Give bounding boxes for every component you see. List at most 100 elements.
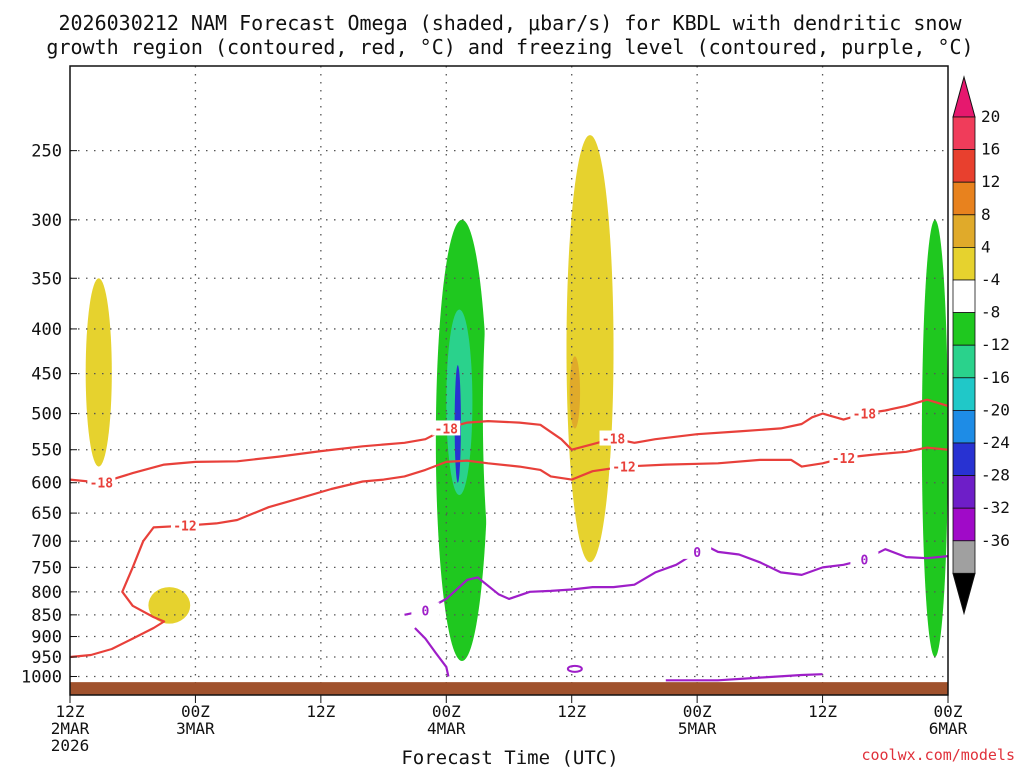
x-tick-label: 4MAR [427, 719, 466, 738]
y-tick-label: 450 [31, 365, 62, 385]
y-tick-label: 950 [31, 648, 62, 668]
y-tick-label: 400 [31, 320, 62, 340]
colorbar-label: -16 [981, 368, 1010, 387]
dgz-contour-minus12-label-bg [829, 449, 858, 465]
x-tick-label: 12Z [56, 702, 85, 721]
omega-region [874, 507, 896, 633]
chart-title-line1: 2026030212 NAM Forecast Omega (shaded, μ… [58, 11, 962, 35]
omega-region [566, 135, 614, 563]
colorbar-label: 4 [981, 237, 991, 256]
freezing-level-loop [566, 664, 583, 673]
colorbar: 20 16 12 8 4 -4 -8 -12 -16 -20 -24 -28 -32 -36 [952, 75, 1010, 616]
omega-region [569, 356, 581, 429]
plot-frame [69, 65, 949, 696]
colorbar-label: -12 [981, 335, 1010, 354]
y-tick-label: 600 [31, 474, 62, 494]
y-tick-label: 650 [31, 504, 62, 524]
y-tick-label: 500 [31, 405, 62, 425]
y-tick-label: 850 [31, 606, 62, 626]
colorbar-label: 16 [981, 140, 1000, 159]
colorbar-label: -32 [981, 498, 1010, 517]
colorbar-segment [952, 279, 976, 313]
freezing-level-contour-label-bg [850, 551, 879, 567]
x-tick-label: 2026 [51, 736, 90, 755]
colorbar-segment [952, 475, 976, 509]
x-tick-label: 12Z [808, 702, 837, 721]
x-tick-label: 00Z [181, 702, 210, 721]
plot-area: -18 -18 -18 -18 -12 -12 -12 0 0 0 [69, 66, 949, 695]
colorbar-segment [952, 507, 976, 542]
colorbar-segment [952, 116, 976, 150]
freezing-level-contour-label: 0 [421, 604, 429, 619]
colorbar-label: -8 [981, 303, 1000, 322]
y-tick-label: 300 [31, 211, 62, 231]
dgz-contour-minus12-label-bg [170, 517, 199, 533]
x-tick-label: 6MAR [929, 719, 968, 738]
colorbar-label: 12 [981, 172, 1000, 191]
y-tick-label: 350 [31, 269, 62, 289]
dgz-contour-minus18-label: -18 [435, 422, 459, 437]
x-tick-label: 5MAR [678, 719, 717, 738]
dgz-contour-minus12-label: -12 [173, 520, 196, 535]
y-axis: 2503003504004505005506006507007508008509… [21, 142, 77, 687]
colorbar-segment [952, 344, 976, 379]
dgz-contour-minus12-label-bg [609, 458, 638, 474]
dgz-contour-minus18-label: -18 [602, 433, 626, 448]
colorbar-label: -24 [981, 433, 1010, 452]
colorbar-top-arrow [952, 75, 976, 118]
y-tick-label: 1000 [21, 667, 62, 687]
dgz-contour-minus12-label: -12 [832, 452, 855, 467]
x-tick-label: 12Z [557, 702, 586, 721]
dgz-contour-minus18-label: -18 [853, 408, 877, 423]
omega-region [482, 165, 551, 662]
colorbar-label: 8 [981, 205, 991, 224]
colorbar-segment [952, 181, 976, 216]
colorbar-segment [952, 540, 976, 574]
y-tick-label: 800 [31, 583, 62, 603]
dgz-contour-minus18 [69, 398, 949, 484]
freezing-level-contour-label: 0 [693, 546, 701, 561]
freezing-level-contour-label-bg [683, 543, 712, 559]
colorbar-segment [952, 442, 976, 476]
colorbar-segment [952, 312, 976, 346]
omega-region [796, 219, 818, 374]
x-axis-label: Forecast Time (UTC) [401, 747, 618, 768]
colorbar-label: -20 [981, 400, 1010, 419]
freezing-level-surface [665, 673, 823, 682]
dgz-contour-minus18-label-bg [432, 420, 461, 436]
omega-region [85, 278, 112, 467]
omega-region [373, 562, 426, 669]
colorbar-segment [952, 214, 976, 248]
colorbar-label: -36 [981, 531, 1010, 550]
colorbar-label: -28 [981, 466, 1010, 485]
dgz-contour-minus18-label-bg [87, 474, 116, 490]
y-tick-label: 750 [31, 558, 62, 578]
omega-region [817, 562, 826, 624]
freezing-level-contour-label-bg [411, 602, 440, 618]
x-tick-label: 12Z [306, 702, 335, 721]
colorbar-segment [952, 377, 976, 411]
x-tick-label: 00Z [683, 702, 712, 721]
x-tick-label: 3MAR [176, 719, 215, 738]
colorbar-bottom-arrow [952, 572, 976, 616]
y-tick-label: 700 [31, 532, 62, 552]
colorbar-segment [952, 409, 976, 444]
freezing-level-inner [414, 627, 450, 677]
colorbar-segment [952, 149, 976, 183]
freezing-level-contour-label: 0 [860, 554, 868, 569]
dgz-contour-minus12 [69, 446, 949, 659]
dgz-contour-minus18-label: -18 [90, 477, 114, 492]
y-tick-label: 550 [31, 441, 62, 461]
omega-region [921, 219, 948, 658]
credit-text: coolwx.com/models [861, 746, 1015, 764]
dgz-contour-minus12-label: -12 [612, 461, 635, 476]
dgz-contour-minus18-label-bg [599, 430, 628, 446]
x-tick-label: 2MAR [51, 719, 90, 738]
ground-terrain [70, 682, 948, 695]
colorbar-label: 20 [981, 107, 1000, 126]
x-tick-label: 00Z [934, 702, 963, 721]
colorbar-segment [952, 246, 976, 281]
y-tick-label: 900 [31, 628, 62, 648]
